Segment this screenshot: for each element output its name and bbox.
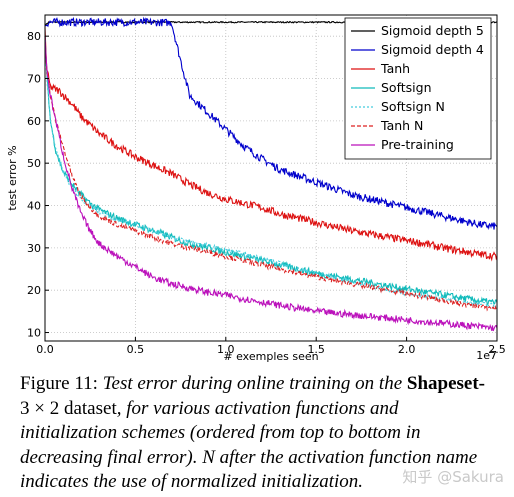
legend-label: Tanh N — [380, 118, 423, 133]
watermark: 知乎 @Sakura — [402, 468, 504, 486]
plot-frame — [44, 14, 498, 342]
y-tick-label: 30 — [27, 242, 41, 255]
figure-caption: Figure 11: Test error during online trai… — [20, 372, 490, 495]
x-tick-label: 1.0 — [217, 343, 235, 356]
y-axis-label: test error % — [6, 145, 19, 210]
legend-label: Pre-training — [381, 137, 454, 152]
caption-text-3: , for various activation functions and i… — [20, 397, 478, 493]
x-tick-label: 1.5 — [307, 343, 325, 356]
x-tick-label: 2.5 — [488, 343, 506, 356]
y-tick-label: 40 — [27, 200, 41, 213]
x-tick-label: 2.0 — [398, 343, 416, 356]
y-tick-label: 60 — [27, 115, 41, 128]
legend-label: Softsign N — [381, 99, 445, 114]
test-error-chart: 0.0 0.5 1.0 1.5 2.0 2.5 10 20 30 40 50 60 70 80 1e7 #… — [6, 14, 506, 363]
legend: Sigmoid depth 5 Sigmoid depth 4 Tanh Softsi… — [344, 17, 492, 160]
series-line-sigmoid-depth-4 — [44, 16, 498, 231]
legend-label: Sigmoid depth 5 — [381, 23, 484, 38]
legend-label: Tanh — [380, 61, 410, 76]
y-tick-label: 10 — [27, 327, 41, 340]
series-lines — [44, 16, 498, 332]
series-line-softsign — [44, 36, 498, 306]
series-line-softsign-n — [44, 36, 498, 309]
axis-ticks: 0.0 0.5 1.0 1.5 2.0 2.5 10 20 30 40 50 60 70 80 — [27, 30, 506, 356]
caption-figure-number: Figure 11: — [20, 373, 103, 394]
series-line-tanh-n — [44, 36, 498, 312]
x-tick-label: 0.5 — [127, 343, 145, 356]
caption-text-2: dataset — [59, 397, 117, 419]
y-tick-label: 20 — [27, 284, 41, 297]
y-tick-label: 80 — [27, 30, 41, 43]
caption-text-1: Test error during online training on the — [102, 373, 403, 394]
y-tick-label: 70 — [27, 73, 41, 86]
series-line-tanh — [44, 27, 498, 262]
x-axis-offset-label: 1e7 — [476, 349, 497, 362]
legend-label: Softsign — [381, 80, 432, 95]
legend-label: Sigmoid depth 4 — [381, 42, 484, 57]
y-tick-label: 50 — [27, 157, 41, 170]
x-tick-label: 0.0 — [36, 343, 54, 356]
caption-dataset-name: Shapeset- — [406, 373, 486, 394]
caption-dataset-dims: 3 × 2 — [20, 397, 60, 419]
x-axis-label: # exemples seen — [223, 350, 318, 363]
series-line-pre-training — [44, 36, 498, 332]
